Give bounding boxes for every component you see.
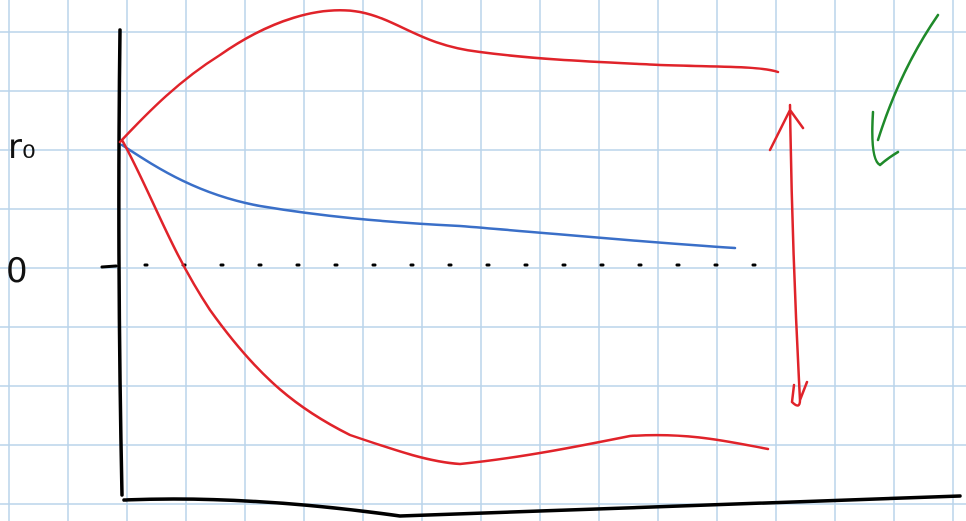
graph-paper (0, 0, 966, 521)
upper-curve (120, 10, 778, 142)
sketch: r₀ 0 (0, 0, 966, 521)
middle-curve (122, 145, 735, 248)
lower-curve (122, 140, 768, 464)
label-zero: 0 (6, 251, 28, 291)
tick (102, 266, 116, 267)
y-axis (119, 30, 122, 495)
label-r0: r₀ (8, 127, 36, 167)
green-arrow (872, 15, 938, 165)
